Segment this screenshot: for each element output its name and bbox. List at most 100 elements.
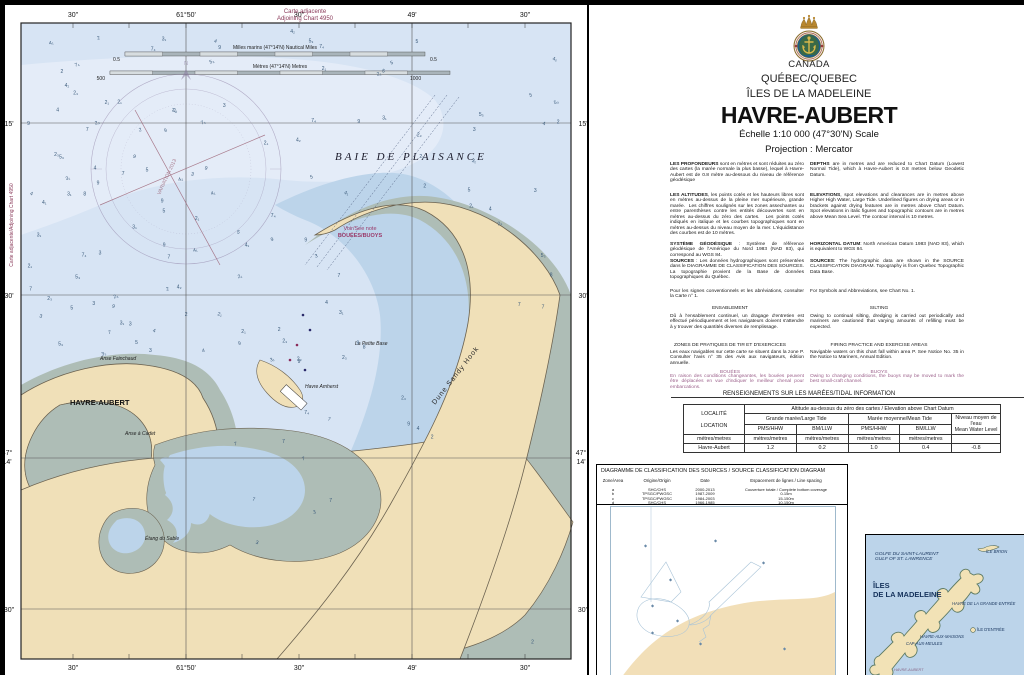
svg-text:2₃: 2₃ — [417, 132, 422, 138]
svg-text:7: 7 — [282, 439, 285, 445]
svg-text:3: 3 — [473, 127, 476, 133]
svg-text:30': 30' — [578, 293, 587, 300]
svg-text:9: 9 — [357, 340, 360, 346]
svg-text:3: 3 — [223, 103, 226, 109]
svg-text:HAVRE-AUBERT: HAVRE-AUBERT — [70, 398, 130, 407]
svg-text:2₁: 2₁ — [117, 100, 122, 106]
svg-text:2: 2 — [423, 183, 426, 189]
svg-text:3₁: 3₁ — [37, 233, 42, 239]
svg-text:5₃: 5₃ — [75, 275, 80, 281]
svg-text:9: 9 — [27, 121, 30, 127]
svg-text:8: 8 — [83, 192, 86, 198]
svg-text:30": 30" — [68, 665, 79, 672]
svg-text:3₁: 3₁ — [132, 225, 137, 231]
svg-text:5: 5 — [468, 187, 471, 193]
svg-text:30": 30" — [294, 665, 305, 672]
svg-text:61°50': 61°50' — [176, 664, 196, 672]
svg-text:7₄: 7₄ — [151, 46, 156, 52]
svg-text:2₁: 2₁ — [195, 216, 200, 222]
svg-text:7: 7 — [168, 254, 171, 260]
svg-text:0.5: 0.5 — [113, 57, 120, 63]
svg-text:◆: ◆ — [762, 560, 766, 565]
svg-text:Adjoining Chart 4950: Adjoining Chart 4950 — [277, 16, 334, 22]
svg-text:5: 5 — [70, 306, 73, 312]
svg-text:2₁: 2₁ — [28, 264, 33, 270]
svg-text:2₁: 2₁ — [419, 154, 424, 160]
svg-text:7: 7 — [29, 287, 32, 293]
svg-text:3₁: 3₁ — [120, 321, 125, 327]
svg-text:N: N — [184, 61, 188, 67]
svg-text:2: 2 — [557, 120, 560, 126]
svg-text:5: 5 — [135, 340, 138, 346]
svg-text:4: 4 — [56, 108, 59, 114]
svg-text:8: 8 — [550, 272, 553, 278]
svg-text:30": 30" — [5, 607, 15, 614]
svg-text:30": 30" — [578, 607, 587, 614]
svg-text:Carte adjacente/Adjoining Char: Carte adjacente/Adjoining Chart 4950 — [9, 183, 15, 267]
svg-text:9: 9 — [298, 359, 301, 365]
svg-text:Milles marins (47°14'N) Nautic: Milles marins (47°14'N) Nautical Miles — [233, 45, 318, 51]
svg-text:◆: ◆ — [644, 543, 648, 548]
svg-text:7: 7 — [518, 302, 521, 308]
svg-text:7₄: 7₄ — [319, 44, 324, 50]
svg-text:2₁: 2₁ — [105, 100, 110, 106]
svg-text:2: 2 — [531, 640, 534, 646]
svg-text:30': 30' — [5, 293, 14, 300]
svg-text:5₃: 5₃ — [479, 112, 484, 118]
svg-text:9: 9 — [163, 242, 166, 248]
svg-text:3₁: 3₁ — [339, 310, 344, 316]
svg-text:◆: ◆ — [676, 618, 680, 623]
svg-text:2₁: 2₁ — [241, 329, 246, 335]
svg-text:30": 30" — [68, 12, 79, 19]
svg-text:9: 9 — [304, 237, 307, 243]
svg-text:2₃: 2₃ — [282, 339, 287, 345]
svg-text:3: 3 — [534, 188, 537, 194]
svg-text:61°50': 61°50' — [176, 11, 196, 19]
svg-text:2₃: 2₃ — [47, 296, 52, 302]
svg-text:1000: 1000 — [410, 76, 421, 82]
svg-text:◆: ◆ — [669, 577, 673, 582]
svg-text:◆: ◆ — [714, 538, 718, 543]
svg-text:Mètres (47°14'N) Metres: Mètres (47°14'N) Metres — [253, 64, 308, 70]
svg-text:30": 30" — [520, 12, 531, 19]
svg-text:3: 3 — [92, 301, 95, 307]
svg-text:47°: 47° — [5, 449, 12, 457]
svg-text:9: 9 — [161, 199, 164, 205]
svg-text:7: 7 — [338, 273, 341, 279]
svg-text:2: 2 — [431, 435, 434, 441]
svg-text:8: 8 — [363, 345, 366, 351]
svg-text:4: 4 — [417, 426, 420, 432]
svg-text:2₁: 2₁ — [264, 141, 269, 147]
svg-text:2: 2 — [278, 327, 281, 333]
svg-text:3₁: 3₁ — [162, 37, 167, 43]
svg-text:2₃: 2₃ — [342, 355, 347, 361]
svg-text:0.5: 0.5 — [430, 57, 437, 63]
svg-text:7₄: 7₄ — [311, 118, 316, 124]
svg-text:5: 5 — [146, 168, 149, 174]
svg-text:14': 14' — [5, 459, 12, 466]
svg-text:49': 49' — [407, 12, 416, 19]
svg-text:15': 15' — [578, 121, 587, 128]
svg-text:4₁: 4₁ — [245, 243, 250, 249]
svg-text:Havre Amherst: Havre Amherst — [305, 384, 339, 390]
svg-text:5: 5 — [163, 209, 166, 215]
svg-text:2₃: 2₃ — [401, 396, 406, 402]
svg-text:3₁: 3₁ — [67, 192, 72, 198]
svg-text:7: 7 — [122, 171, 125, 177]
svg-text:4₁: 4₁ — [42, 200, 47, 206]
svg-text:47°: 47° — [576, 449, 587, 457]
svg-text:4₂: 4₂ — [296, 137, 301, 143]
svg-text:4: 4 — [94, 165, 97, 171]
svg-text:15': 15' — [5, 121, 14, 128]
svg-text:14': 14' — [576, 459, 585, 466]
svg-text:5₃: 5₃ — [58, 342, 63, 348]
svg-text:2: 2 — [185, 312, 188, 318]
svg-text:◆: ◆ — [651, 603, 655, 608]
svg-text:9: 9 — [218, 45, 221, 51]
svg-text:5₃: 5₃ — [59, 155, 64, 161]
svg-text:Voir/See note: Voir/See note — [343, 226, 376, 232]
svg-text:La Petite Base: La Petite Base — [355, 341, 388, 347]
svg-text:Étang du Sable: Étang du Sable — [145, 535, 179, 542]
svg-text:2₁: 2₁ — [322, 66, 327, 72]
svg-text:3: 3 — [129, 321, 132, 327]
